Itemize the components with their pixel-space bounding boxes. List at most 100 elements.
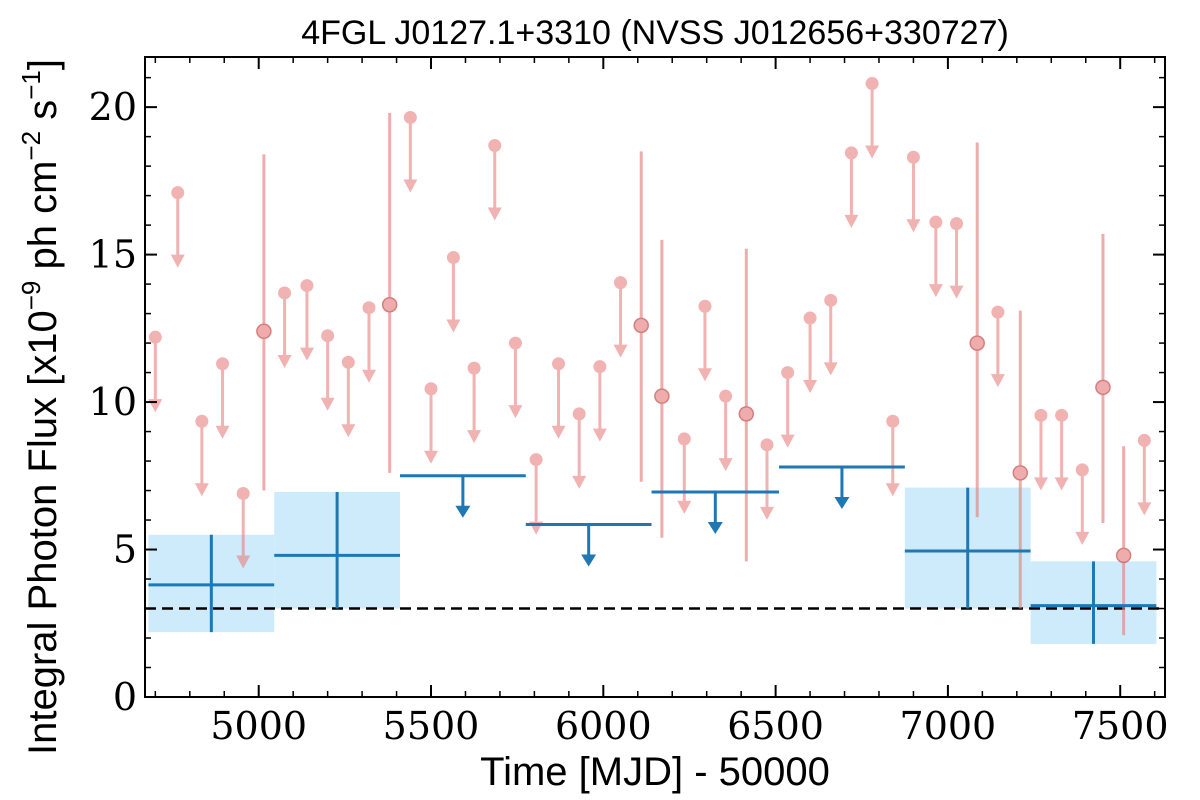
short-bin-series [148, 77, 1152, 636]
upper-limit-arrow-head [613, 344, 628, 358]
upper-limit-point [865, 77, 879, 91]
upper-limit-point [803, 311, 817, 325]
upper-limit-point [677, 432, 691, 446]
upper-limit-point [572, 407, 586, 421]
y-tick-label: 10 [89, 380, 137, 424]
upper-limit-arrow-head [1137, 502, 1152, 516]
y-tick-label: 5 [113, 528, 137, 572]
y-axis-title-unit-a: ph cm [21, 161, 65, 281]
y-axis-title-close: ] [21, 59, 65, 70]
upper-limit-point [403, 110, 417, 124]
upper-limit-point [719, 389, 733, 403]
y-axis-title: Integral Photon Flux [x10−9 ph cm−2 s−1] [16, 59, 65, 755]
upper-limit-point [488, 138, 502, 152]
upper-limit-arrow-head [361, 369, 376, 383]
x-tick-label: 5000 [210, 704, 307, 748]
upper-limit-arrow-head [718, 458, 733, 472]
upper-limit-arrow-head [1033, 477, 1048, 491]
upper-limit-arrow-head [759, 506, 774, 520]
x-tick-label: 6000 [555, 704, 652, 748]
upper-limit-point [844, 146, 858, 160]
upper-limit-arrow-head [320, 397, 335, 411]
upper-limit-arrow-head [467, 430, 482, 444]
upper-limit-point [781, 366, 795, 380]
detection-point [633, 317, 649, 334]
upper-limit-point [362, 301, 376, 315]
upper-limit-arrow-head [803, 380, 818, 394]
upper-limit-point [760, 438, 774, 452]
long-bin-upper-limit-arrow-head [455, 505, 471, 518]
upper-limit-arrow-head [194, 483, 209, 497]
upper-limit-arrow-head [1075, 531, 1090, 545]
upper-limit-arrow-head [341, 424, 356, 438]
x-tick-label: 5500 [383, 704, 480, 748]
chart-title: 4FGL J0127.1+3310 (NVSS J012656+330727) [301, 14, 1009, 52]
y-axis-title-unit-b-exp: −1 [16, 70, 46, 100]
upper-limit-arrow-head [424, 450, 439, 464]
upper-limit-point [614, 276, 628, 290]
long-bin-upper-limit-arrow-head [707, 522, 723, 535]
long-bin-upper-limit-arrow-head [581, 554, 597, 567]
upper-limit-arrow-head [487, 207, 502, 221]
y-axis-title-exp: −9 [16, 281, 46, 311]
upper-limit-arrow-head [1054, 477, 1069, 491]
upper-limit-arrow-head [572, 475, 587, 489]
upper-limit-arrow-head [215, 425, 230, 439]
upper-limit-arrow-head [865, 145, 880, 159]
upper-limit-point [906, 150, 920, 164]
upper-limit-arrow-head [446, 319, 461, 333]
upper-limit-arrow-head [592, 428, 607, 442]
upper-limit-point [929, 215, 943, 229]
plot-frame [144, 56, 1166, 698]
short-bin-upper-limits [148, 77, 1152, 569]
upper-limit-arrow-head [236, 555, 251, 569]
detection-point [969, 335, 985, 351]
upper-limit-point [341, 355, 355, 369]
upper-limit-point [1055, 408, 1069, 422]
upper-limit-arrow-head [677, 500, 692, 514]
upper-limit-point [593, 360, 607, 374]
upper-limit-point [1034, 408, 1048, 422]
upper-limit-arrow-head [823, 362, 838, 376]
upper-limit-point [148, 330, 162, 344]
y-axis-title-main: Integral Photon Flux [x10 [21, 310, 65, 755]
upper-limit-arrow-head [780, 434, 795, 448]
upper-limit-arrow-head [885, 483, 900, 497]
upper-limit-point [1137, 433, 1151, 447]
upper-limit-arrow-head [697, 368, 712, 382]
y-tick-label: 0 [113, 675, 137, 719]
upper-limit-arrow-head [403, 179, 418, 193]
upper-limit-point [950, 217, 964, 231]
long-bin-upper-limit-arrow-head [834, 496, 850, 509]
upper-limit-point [321, 329, 335, 343]
upper-limit-arrow-head [990, 374, 1005, 388]
upper-limit-point [552, 357, 566, 371]
upper-limit-point [424, 382, 438, 396]
detection-point [1012, 465, 1029, 481]
upper-limit-arrow-head [277, 354, 292, 368]
short-bin-detections [256, 113, 1132, 636]
upper-limit-point [278, 286, 292, 300]
upper-limit-point [171, 186, 185, 200]
detection-point [654, 388, 670, 404]
axes: 5000 5500 6000 6500 7000 7500 0 5 10 15 20 [89, 56, 1169, 748]
upper-limit-point [236, 486, 250, 500]
upper-limit-point [1075, 463, 1089, 477]
upper-limit-arrow-head [508, 405, 523, 419]
y-axis-title-unit-a-exp: −2 [16, 131, 46, 161]
upper-limit-arrow-head [551, 425, 566, 439]
upper-limit-point [991, 305, 1005, 319]
upper-limit-point [216, 357, 230, 371]
upper-limit-point [300, 279, 314, 293]
upper-limit-point [698, 299, 712, 313]
upper-limit-point [529, 453, 543, 467]
upper-limit-point [508, 336, 522, 350]
y-tick-label: 20 [89, 85, 137, 129]
x-tick-label: 6500 [727, 704, 824, 748]
detection-point [1095, 379, 1111, 396]
x-axis-title: Time [MJD] - 50000 [480, 750, 830, 794]
upper-limit-arrow-head [949, 285, 964, 299]
detection-point [381, 296, 398, 313]
detection-point [256, 323, 272, 340]
